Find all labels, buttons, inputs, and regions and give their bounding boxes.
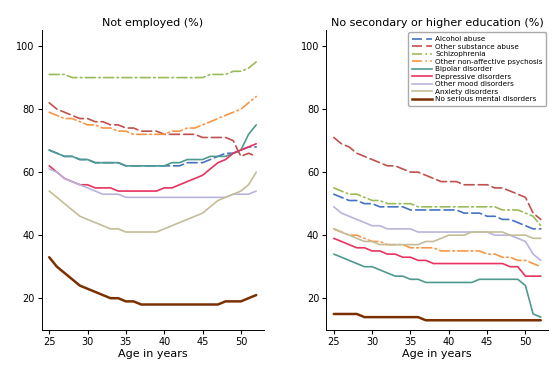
Legend: Alcohol abuse, Other substance abuse, Schizophrenia, Other non-affective psychos: Alcohol abuse, Other substance abuse, Sc… [408,33,546,106]
Title: No secondary or higher education (%): No secondary or higher education (%) [331,18,543,28]
X-axis label: Age in years: Age in years [118,349,187,359]
Title: Not employed (%): Not employed (%) [102,18,203,28]
X-axis label: Age in years: Age in years [403,349,472,359]
